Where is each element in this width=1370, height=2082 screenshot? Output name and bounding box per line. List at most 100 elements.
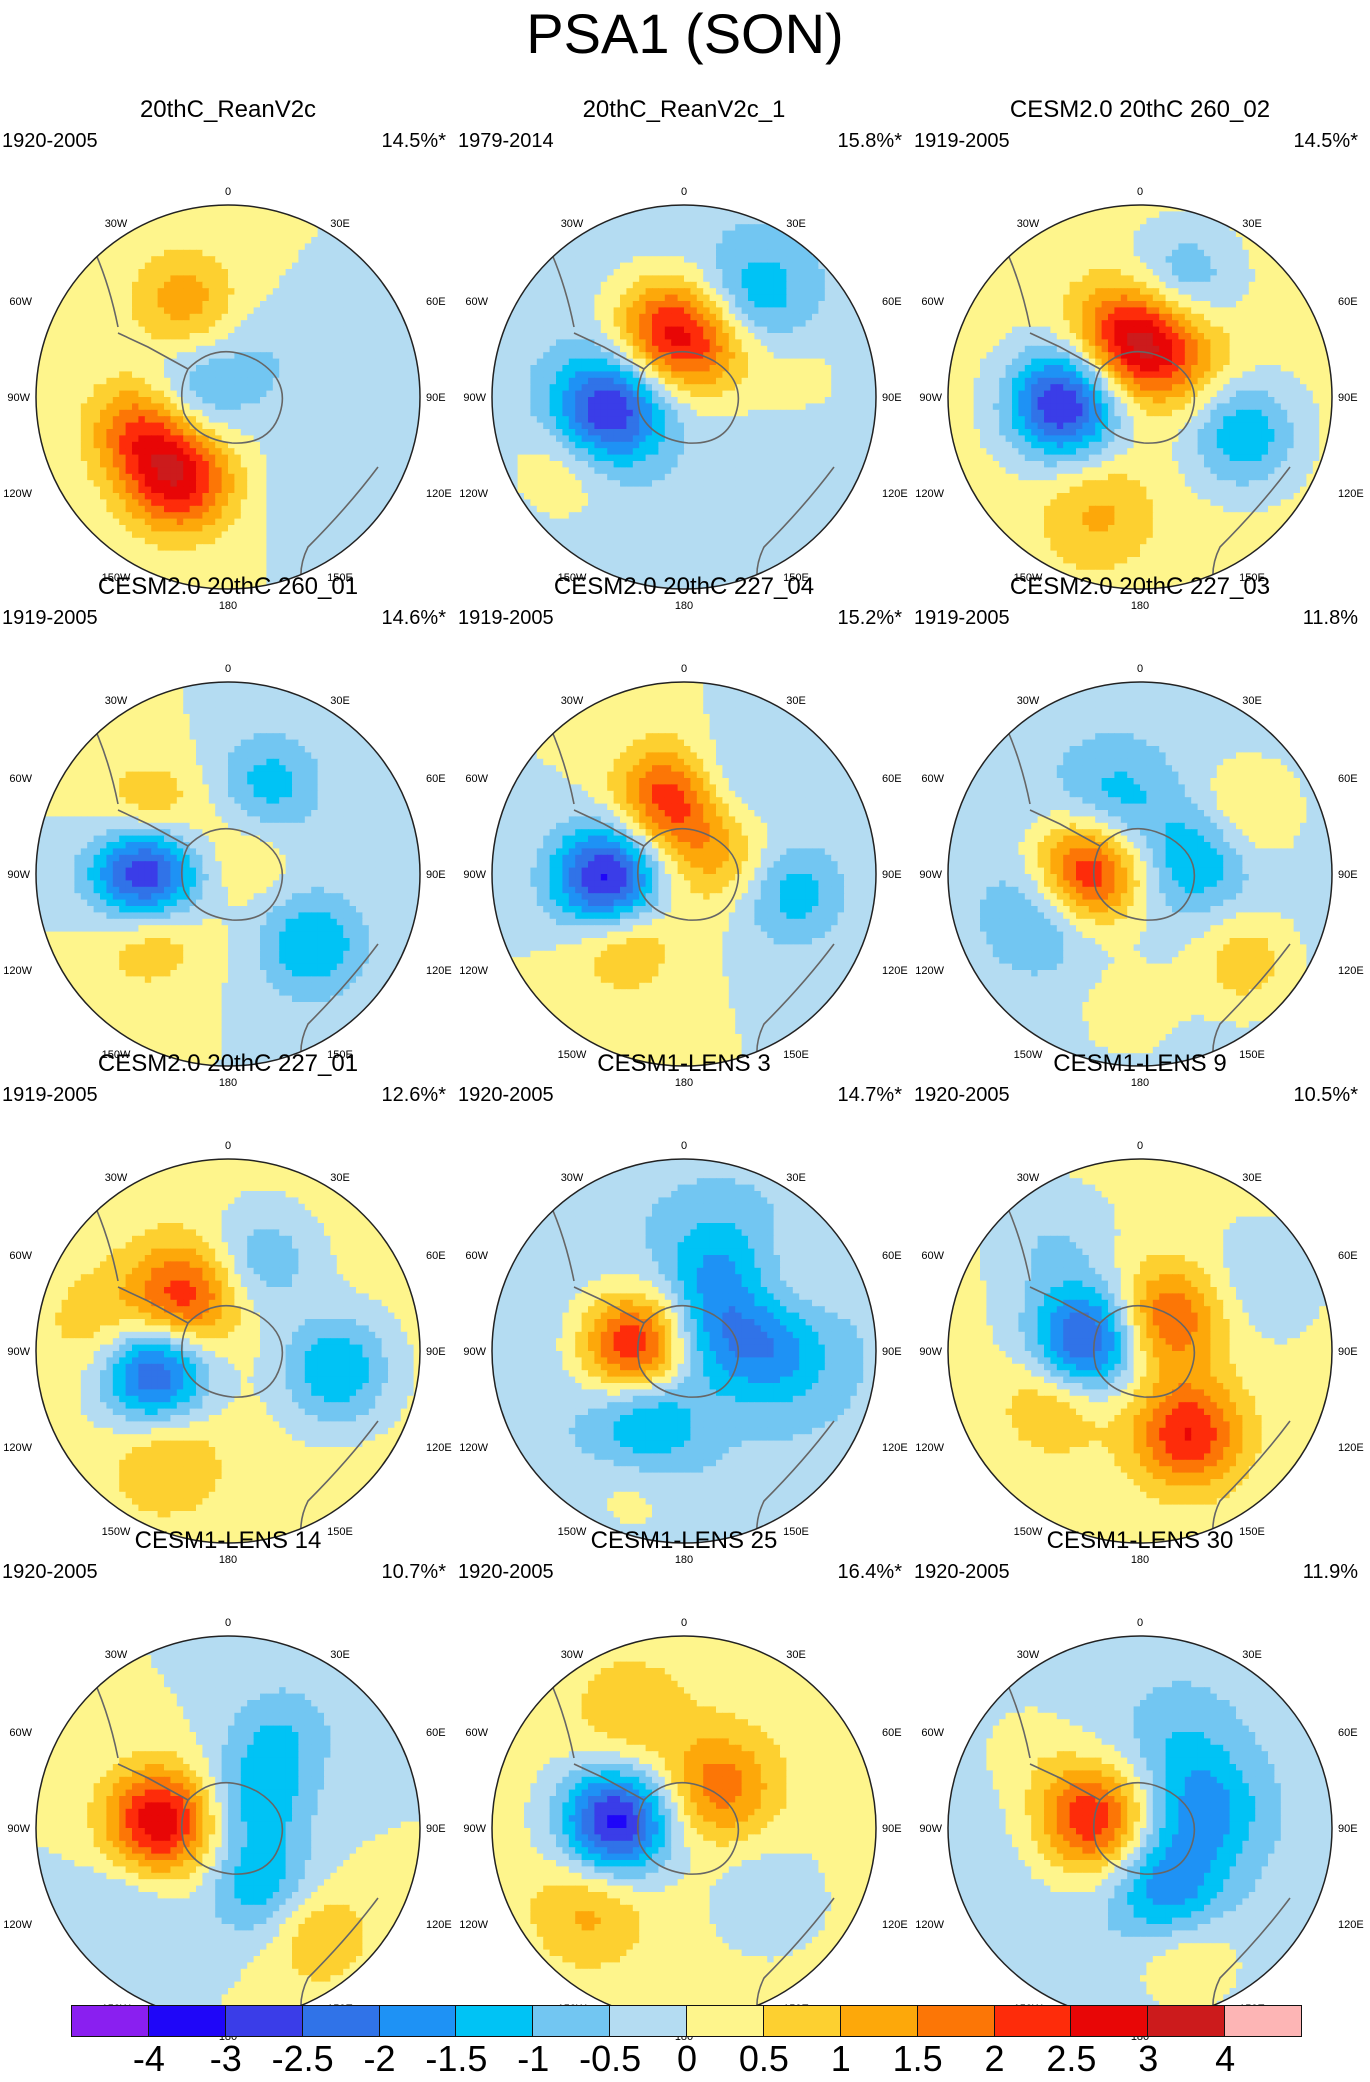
contour-cell bbox=[68, 435, 75, 443]
contour-cell bbox=[260, 352, 267, 360]
contour-cell bbox=[600, 333, 608, 340]
contour-cell bbox=[183, 313, 191, 321]
contour-cell bbox=[260, 486, 267, 494]
contour-cell bbox=[760, 224, 768, 232]
contour-cell bbox=[221, 544, 229, 552]
contour-cell bbox=[272, 230, 280, 238]
contour-cell bbox=[568, 365, 576, 372]
contour-cell bbox=[132, 390, 139, 398]
contour-cell bbox=[735, 288, 743, 296]
contour-cell bbox=[93, 505, 101, 513]
contour-cell bbox=[74, 307, 82, 315]
contour-cell bbox=[400, 352, 408, 360]
contour-cell bbox=[600, 288, 608, 296]
contour-cell bbox=[799, 435, 807, 443]
contour-cell bbox=[279, 288, 287, 296]
contour-cell bbox=[125, 493, 133, 500]
contour-cell bbox=[407, 352, 415, 360]
contour-cell bbox=[266, 576, 274, 584]
contour-cell bbox=[247, 480, 255, 488]
contour-cell bbox=[620, 205, 627, 212]
contour-cell bbox=[336, 377, 344, 385]
contour-cell bbox=[87, 275, 95, 283]
contour-cell bbox=[639, 345, 647, 353]
contour-cell bbox=[356, 493, 363, 500]
contour-cell bbox=[304, 409, 312, 417]
contour-cell bbox=[492, 390, 499, 398]
contour-cell bbox=[247, 358, 255, 366]
contour-cell bbox=[613, 288, 621, 296]
contour-cell bbox=[575, 333, 583, 340]
contour-cell bbox=[581, 237, 589, 244]
contour-cell bbox=[304, 269, 312, 276]
contour-cell bbox=[87, 422, 95, 430]
contour-cell bbox=[652, 237, 659, 244]
contour-cell bbox=[176, 320, 184, 328]
contour-cell bbox=[285, 397, 293, 404]
contour-cell bbox=[189, 486, 197, 494]
contour-cell bbox=[87, 397, 95, 404]
contour-cell bbox=[652, 294, 659, 302]
contour-cell bbox=[511, 333, 519, 340]
contour-cell bbox=[87, 294, 95, 302]
contour-cell bbox=[613, 237, 621, 244]
contour-cell bbox=[61, 409, 69, 417]
contour-cell bbox=[138, 377, 146, 385]
contour-cell bbox=[317, 288, 325, 296]
contour-cell bbox=[202, 448, 210, 456]
contour-cell bbox=[80, 512, 88, 520]
contour-cell bbox=[68, 467, 75, 475]
contour-cell bbox=[716, 403, 723, 411]
contour-cell bbox=[703, 211, 711, 219]
contour-cell bbox=[292, 499, 299, 507]
contour-cell bbox=[375, 416, 383, 424]
contour-cell bbox=[530, 358, 538, 366]
contour-cell bbox=[831, 358, 839, 366]
contour-cell bbox=[837, 339, 845, 347]
contour-cell bbox=[292, 390, 299, 398]
contour-cell bbox=[824, 429, 832, 436]
contour-cell bbox=[388, 365, 395, 372]
contour-cell bbox=[748, 416, 755, 424]
contour-cell bbox=[112, 518, 120, 526]
contour-cell bbox=[112, 243, 120, 251]
contour-cell bbox=[728, 416, 736, 424]
contour-cell bbox=[517, 345, 525, 353]
contour-cell bbox=[157, 345, 165, 353]
contour-cell bbox=[349, 301, 357, 308]
contour-cell bbox=[394, 403, 402, 411]
contour-cell bbox=[562, 429, 570, 436]
contour-cell bbox=[690, 429, 698, 436]
contour-cell bbox=[279, 518, 287, 526]
contour-cell bbox=[658, 275, 666, 283]
contour-cell bbox=[760, 313, 768, 321]
contour-cell bbox=[735, 230, 743, 238]
contour-cell bbox=[722, 275, 730, 283]
contour-cell bbox=[285, 454, 293, 462]
contour-cell bbox=[202, 339, 210, 347]
contour-cell bbox=[100, 467, 107, 475]
contour-cell bbox=[556, 333, 563, 340]
contour-cell bbox=[164, 544, 171, 552]
contour-cell bbox=[652, 358, 659, 366]
contour-cell bbox=[55, 422, 63, 430]
contour-cell bbox=[664, 397, 672, 404]
contour-cell bbox=[850, 409, 858, 417]
contour-cell bbox=[536, 307, 544, 315]
contour-cell bbox=[530, 397, 538, 404]
contour-cell bbox=[234, 499, 242, 507]
contour-cell bbox=[336, 480, 344, 488]
contour-cell bbox=[696, 243, 704, 251]
contour-cell bbox=[74, 320, 82, 328]
contour-cell bbox=[375, 499, 383, 507]
contour-cell bbox=[735, 313, 743, 321]
contour-cell bbox=[690, 390, 698, 398]
contour-cell bbox=[400, 307, 408, 315]
contour-cell bbox=[292, 288, 299, 296]
contour-cell bbox=[356, 403, 363, 411]
contour-cell bbox=[754, 256, 762, 264]
contour-cell bbox=[48, 352, 56, 360]
contour-cell bbox=[504, 390, 512, 398]
contour-cell bbox=[517, 339, 525, 347]
contour-cell bbox=[138, 473, 146, 481]
